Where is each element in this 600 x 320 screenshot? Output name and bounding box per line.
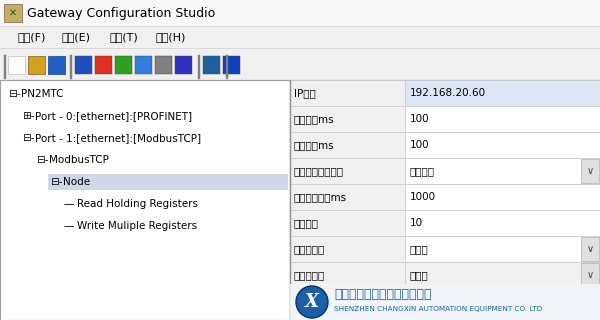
- Text: Port - 1:[ethernet]:[ModbusTCP]: Port - 1:[ethernet]:[ModbusTCP]: [35, 133, 201, 143]
- Text: —: —: [64, 199, 74, 209]
- Text: 轮询延时ms: 轮询延时ms: [294, 140, 335, 150]
- Text: 响应等待ms: 响应等待ms: [294, 114, 335, 124]
- Bar: [405, 262, 600, 288]
- Text: 编辑(E): 编辑(E): [62, 32, 91, 42]
- Bar: [290, 80, 405, 106]
- Text: 输出命令轮询模式: 输出命令轮询模式: [294, 166, 344, 176]
- Text: Write Muliple Registers: Write Muliple Registers: [77, 221, 197, 231]
- Text: 1000: 1000: [410, 192, 436, 202]
- Bar: [0, 52, 600, 80]
- Bar: [405, 80, 600, 106]
- Text: 扫描比率: 扫描比率: [294, 218, 319, 228]
- Bar: [48, 56, 65, 74]
- Bar: [203, 56, 220, 74]
- Text: ∨: ∨: [586, 244, 593, 254]
- Bar: [290, 158, 405, 184]
- Text: 帮助(H): 帮助(H): [155, 32, 185, 42]
- Bar: [405, 210, 600, 236]
- Bar: [290, 132, 405, 158]
- Bar: [8, 56, 25, 74]
- Bar: [0, 26, 600, 48]
- Bar: [28, 56, 45, 74]
- Bar: [405, 106, 600, 132]
- Bar: [95, 56, 112, 74]
- Text: ⊞-: ⊞-: [22, 111, 35, 121]
- Bar: [290, 210, 405, 236]
- Bar: [405, 184, 600, 210]
- Bar: [581, 263, 599, 287]
- Bar: [581, 159, 599, 183]
- Text: ∨: ∨: [586, 270, 593, 280]
- Text: ⊟-: ⊟-: [50, 177, 62, 187]
- Text: 10: 10: [410, 218, 423, 228]
- Bar: [4, 4, 22, 22]
- Bar: [290, 106, 405, 132]
- Text: ⊟-: ⊟-: [22, 133, 35, 143]
- Text: 100: 100: [410, 140, 430, 150]
- Text: Gateway Configuration Studio: Gateway Configuration Studio: [27, 6, 215, 20]
- Text: 深圳长欣自动化设备有限公司: 深圳长欣自动化设备有限公司: [334, 287, 431, 300]
- Circle shape: [296, 286, 328, 318]
- Text: IP地址: IP地址: [294, 88, 316, 98]
- Text: ✕: ✕: [9, 8, 17, 18]
- Text: 命令启劳动: 命令启劳动: [294, 270, 325, 280]
- Bar: [290, 80, 600, 320]
- Text: 文件(F): 文件(F): [18, 32, 46, 42]
- Text: X: X: [305, 293, 319, 311]
- Text: 不休能: 不休能: [410, 270, 429, 280]
- Text: 不使能: 不使能: [410, 244, 429, 254]
- Text: 连续输出: 连续输出: [410, 166, 435, 176]
- Bar: [155, 56, 172, 74]
- Bar: [175, 56, 192, 74]
- Bar: [290, 184, 405, 210]
- Bar: [405, 236, 600, 262]
- Text: Node: Node: [63, 177, 90, 187]
- Text: 工具(T): 工具(T): [110, 32, 139, 42]
- Text: 192.168.20.60: 192.168.20.60: [410, 88, 486, 98]
- Bar: [0, 0, 600, 26]
- Text: ⊟-: ⊟-: [8, 89, 20, 99]
- Text: Read Holding Registers: Read Holding Registers: [77, 199, 198, 209]
- Text: 主站控制字: 主站控制字: [294, 244, 325, 254]
- Bar: [75, 56, 92, 74]
- Text: —: —: [64, 221, 74, 231]
- Bar: [405, 158, 600, 184]
- Bar: [135, 56, 152, 74]
- Bar: [405, 132, 600, 158]
- Text: ∨: ∨: [586, 166, 593, 176]
- Text: PN2MTC: PN2MTC: [21, 89, 64, 99]
- Bar: [115, 56, 132, 74]
- Text: 脉冲输出时间ms: 脉冲输出时间ms: [294, 192, 347, 202]
- Bar: [223, 56, 240, 74]
- Bar: [0, 80, 290, 320]
- Bar: [290, 236, 405, 262]
- Bar: [290, 284, 600, 320]
- Text: 100: 100: [410, 114, 430, 124]
- Text: SHENZHEN CHANGXIN AUTOMATION EQUIPMENT CO. LTD: SHENZHEN CHANGXIN AUTOMATION EQUIPMENT C…: [334, 306, 542, 312]
- Text: ModbusTCP: ModbusTCP: [49, 155, 109, 165]
- Text: ⊟-: ⊟-: [36, 155, 49, 165]
- Bar: [290, 262, 405, 288]
- Bar: [581, 237, 599, 261]
- Bar: [48, 174, 288, 190]
- Text: Port - 0:[ethernet]:[PROFINET]: Port - 0:[ethernet]:[PROFINET]: [35, 111, 192, 121]
